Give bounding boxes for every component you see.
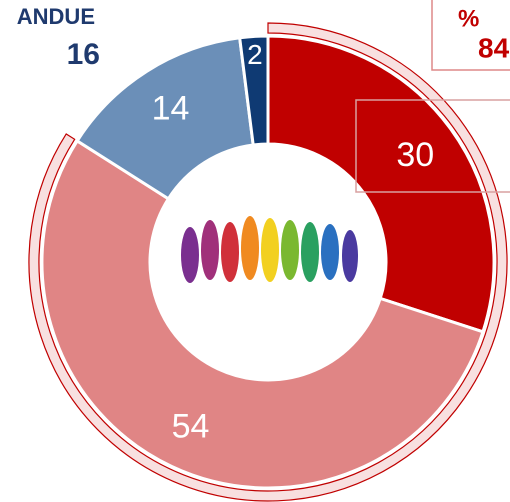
- highlight-value: 84: [478, 32, 510, 63]
- slice-label: 30: [396, 136, 434, 174]
- slice-label: 54: [172, 408, 210, 446]
- slice-label: 14: [152, 89, 190, 127]
- donut-slice: [237, 34, 270, 147]
- label-box: [355, 99, 510, 193]
- highlight-box: [431, 0, 510, 71]
- ring-group: [28, 22, 508, 502]
- donut-group: 30 54 14 2: [40, 34, 496, 490]
- highlight-label: %: [458, 5, 479, 32]
- highlight-ring: [28, 22, 508, 502]
- header-label: ANDUE: [17, 4, 95, 29]
- slice-label: 2: [247, 39, 263, 70]
- donut-slice: [40, 138, 485, 490]
- donut-slice: [266, 34, 496, 334]
- header-value: 16: [67, 38, 100, 71]
- center-figures: [181, 216, 358, 283]
